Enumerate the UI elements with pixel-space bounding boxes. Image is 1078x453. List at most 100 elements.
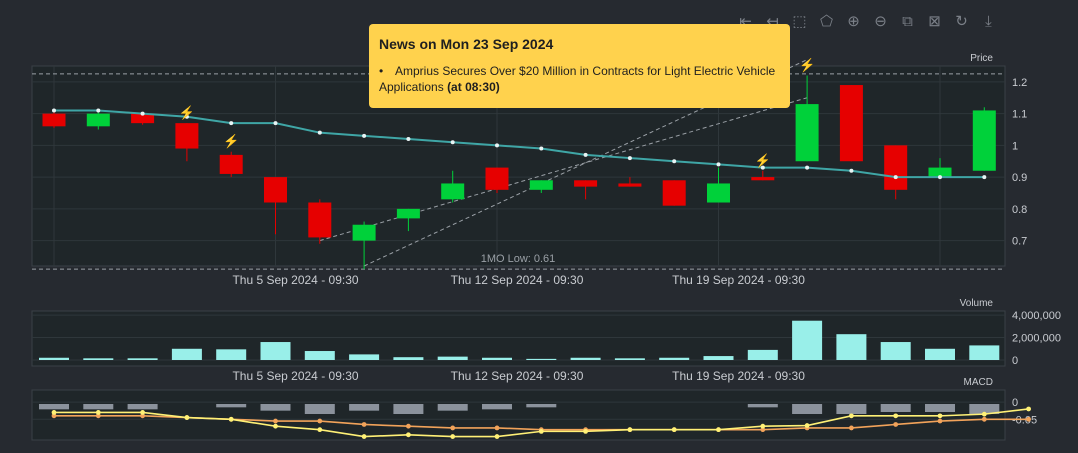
- price-y-tick: 1.1: [1012, 109, 1027, 121]
- moving-average-point: [805, 165, 810, 170]
- candle-body: [707, 183, 730, 203]
- lasso-select-icon[interactable]: ⬠: [819, 13, 834, 30]
- macd-histogram-bar: [260, 404, 291, 411]
- macd-histogram-bar: [836, 404, 867, 414]
- macd-histogram-bar: [969, 404, 1000, 414]
- box-zoom-icon[interactable]: ⬚: [792, 13, 807, 30]
- candle-body: [396, 208, 420, 219]
- volume-bar: [127, 358, 158, 360]
- candle-body: [574, 180, 598, 187]
- reset-axes-icon[interactable]: ⊠: [928, 13, 941, 30]
- macd-point: [95, 410, 101, 415]
- macd-panel: [31, 389, 1006, 441]
- macd-point: [981, 411, 987, 417]
- candle-body: [352, 224, 376, 241]
- signal-point: [140, 413, 146, 419]
- moving-average-point: [583, 152, 588, 157]
- price-y-tick: 1: [1012, 140, 1018, 152]
- macd-point: [140, 410, 146, 415]
- signal-point: [406, 423, 411, 429]
- macd-histogram-bar: [216, 404, 247, 408]
- signal-point: [494, 425, 500, 431]
- volume-bar: [969, 345, 1000, 360]
- moving-average-point: [893, 175, 898, 180]
- macd-histogram-bar: [83, 404, 114, 410]
- volume-bar: [482, 357, 512, 360]
- volume-bar: [260, 342, 291, 360]
- download-icon[interactable]: ⤓: [985, 12, 992, 30]
- macd-point: [406, 432, 411, 438]
- macd-histogram-bar: [39, 404, 69, 410]
- macd-point: [494, 434, 500, 439]
- autoscale-icon[interactable]: ⧉: [902, 12, 913, 30]
- moving-average-point: [716, 162, 721, 167]
- macd-histogram-bar: [304, 404, 335, 414]
- volume-x-tick: Thu 5 Sep 2024 - 09:30: [232, 369, 358, 383]
- moving-average-line: [54, 109, 985, 179]
- moving-average-point: [982, 175, 987, 180]
- candle-body: [264, 177, 287, 203]
- volume-bar: [83, 358, 114, 360]
- macd-histogram-bar: [747, 404, 778, 408]
- macd-point: [317, 427, 323, 433]
- macd-histogram-bar: [880, 404, 911, 412]
- macd-histogram-bar: [925, 404, 955, 412]
- moving-average-point: [672, 159, 677, 164]
- volume-bar: [703, 356, 734, 360]
- moving-average-point: [140, 111, 145, 116]
- volume-bar: [659, 357, 690, 360]
- moving-average-point: [760, 165, 765, 170]
- macd-point: [849, 413, 854, 419]
- candle-body: [42, 113, 66, 127]
- zoom-in-icon[interactable]: ⊕: [847, 13, 860, 30]
- moving-average-point: [52, 108, 56, 113]
- macd-histogram-bar: [349, 404, 380, 411]
- candle-body: [839, 85, 863, 162]
- macd-title: MACD: [964, 377, 993, 388]
- volume-bar: [792, 320, 823, 360]
- volume-bar: [304, 351, 335, 360]
- price-y-tick: 0.8: [1012, 204, 1027, 216]
- tooltip-title: News on Mon 23 Sep 2024: [379, 36, 554, 52]
- macd-point: [716, 427, 721, 433]
- zoom-out-icon[interactable]: ⊖: [874, 13, 887, 30]
- low-label: 1MO Low: 0.61: [481, 253, 556, 265]
- volume-y-tick: 2,000,000: [1012, 333, 1061, 345]
- macd-point: [893, 413, 899, 419]
- news-marker-icon: ⚡: [179, 105, 195, 121]
- tooltip-bullet: •: [379, 64, 384, 78]
- moving-average-point: [96, 108, 101, 113]
- moving-average-point: [539, 146, 544, 151]
- signal-point: [317, 418, 323, 424]
- news-marker-icon: ⚡: [755, 153, 771, 169]
- signal-point: [95, 413, 101, 419]
- candle-body: [928, 167, 952, 178]
- macd-histogram-bar: [393, 404, 424, 414]
- macd-point: [184, 415, 190, 420]
- volume-bar: [39, 357, 69, 360]
- candle-body: [131, 113, 155, 124]
- volume-y-tick: 0: [1012, 355, 1018, 367]
- macd-point: [804, 423, 810, 428]
- signal-point: [937, 418, 943, 424]
- macd-y-tick: 0: [1012, 397, 1018, 409]
- macd-histogram-bar: [792, 404, 823, 414]
- refresh-icon[interactable]: ↻: [955, 13, 968, 30]
- volume-title: Volume: [960, 298, 994, 309]
- price-title: Price: [970, 53, 993, 64]
- price-y-tick: 0.9: [1012, 172, 1027, 184]
- signal-point: [361, 422, 367, 427]
- candle-body: [86, 113, 110, 127]
- macd-point: [583, 428, 588, 434]
- macd-point: [361, 434, 367, 439]
- volume-bar: [437, 356, 468, 360]
- moving-average-point: [184, 114, 189, 119]
- volume-bar: [925, 348, 955, 360]
- moving-average-point: [229, 121, 234, 126]
- candle-body: [972, 110, 996, 171]
- moving-average-point: [495, 143, 499, 148]
- candle-body: [175, 123, 199, 149]
- price-y-tick: 1.2: [1012, 77, 1027, 89]
- macd-point: [538, 428, 544, 434]
- volume-bar: [393, 357, 424, 360]
